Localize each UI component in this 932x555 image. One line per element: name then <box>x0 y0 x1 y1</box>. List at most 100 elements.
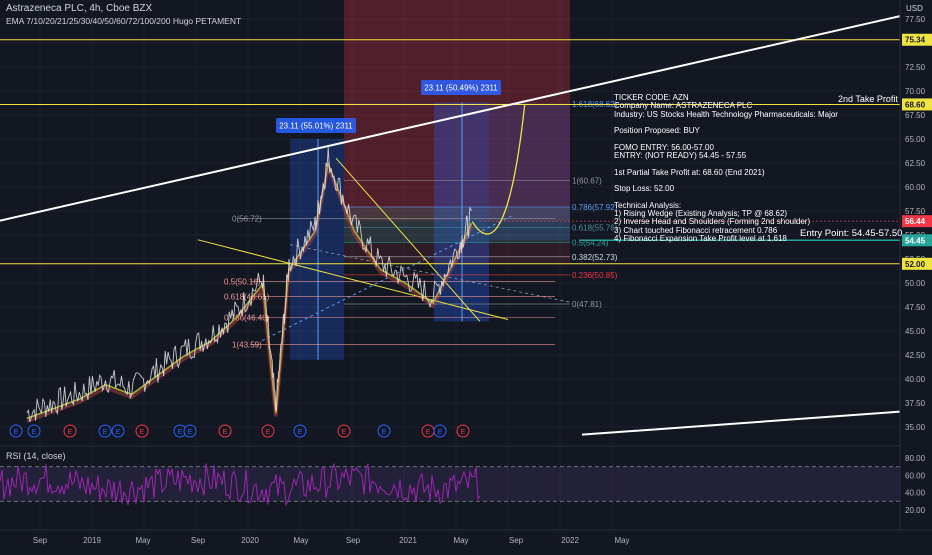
price-axis-bg <box>900 0 932 550</box>
earnings-marker <box>433 424 447 438</box>
analysis-line: 4) Fibonacci Expansion Take Profit level… <box>614 234 787 244</box>
indicator-legend: EMA 7/10/20/21/25/30/40/50/60/72/100/200… <box>6 16 242 26</box>
time-tick: Sep <box>509 536 524 545</box>
fib-right-label: 0.236(50.85) <box>572 271 618 280</box>
fib-right-label: 0.618(55.76) <box>572 224 618 233</box>
earnings-marker-letter: E <box>266 429 271 436</box>
neckline <box>261 215 513 342</box>
time-tick: 2020 <box>241 536 259 545</box>
rsi-band <box>0 466 900 502</box>
fib-right-label: 0.5(54.24) <box>572 238 609 247</box>
fib-right-label: 0.786(57.92) <box>572 203 618 212</box>
price-badge-text: 68.60 <box>905 100 926 109</box>
analysis-line: FOMO ENTRY: 56.00-57.00 <box>614 142 714 152</box>
projection-path <box>471 104 526 235</box>
analysis-line: Position Proposed: BUY <box>614 126 700 136</box>
entry-point-label: Entry Point: 54.45-57.50 <box>800 228 903 239</box>
price-badge-text: 52.00 <box>905 260 926 269</box>
earnings-marker-letter: E <box>140 429 145 436</box>
rsi-line <box>0 462 481 507</box>
price-tick: 35.00 <box>905 423 926 432</box>
earnings-marker-letter: E <box>426 429 431 436</box>
price-tick: 77.50 <box>905 15 926 24</box>
earnings-marker-letter: E <box>382 429 387 436</box>
fib-left-label: 0.618(48.61) <box>224 292 270 301</box>
take-profit-label: 2nd Take Profit <box>838 94 898 104</box>
earnings-marker <box>9 424 23 438</box>
rsi-tick: 80.00 <box>905 454 926 463</box>
price-badge <box>902 257 932 270</box>
earnings-marker <box>63 424 77 438</box>
analysis-line: Technical Analysis: <box>614 200 682 210</box>
fib-left-label: 0.5(50.16) <box>224 277 261 286</box>
price-tick: 57.50 <box>905 207 926 216</box>
fib-right-label: 1(60.67) <box>572 177 602 186</box>
stop-zone <box>344 0 570 222</box>
earnings-marker-letter: E <box>178 429 183 436</box>
earnings-marker <box>218 424 232 438</box>
price-tick: 42.50 <box>905 351 926 360</box>
earnings-marker <box>27 424 41 438</box>
earnings-marker <box>98 424 112 438</box>
price-tick: 40.00 <box>905 375 926 384</box>
analysis-line: Industry: US Stocks Health Technology Ph… <box>614 109 838 119</box>
measure-zone-left <box>290 139 344 360</box>
price-tick: 67.50 <box>905 111 926 120</box>
rsi-label: RSI (14, close) <box>6 451 66 461</box>
measure-badge-text: 23.11 (50.49%) 2311 <box>424 84 498 93</box>
long-trend-line <box>581 410 901 436</box>
currency-label: USD <box>906 4 923 13</box>
fib-left-label: 0(56.72) <box>232 214 262 223</box>
earnings-marker <box>261 424 275 438</box>
price-badge <box>902 98 932 111</box>
earnings-marker-letter: E <box>461 429 466 436</box>
fib-left-label: 0.786(46.40) <box>224 314 270 323</box>
earnings-marker-letter: E <box>438 429 443 436</box>
time-tick: 2021 <box>399 536 417 545</box>
earnings-marker-letter: E <box>14 429 19 436</box>
price-badge <box>902 215 932 228</box>
fib-right-label: 0.382(52.73) <box>572 253 618 262</box>
price-tick: 47.50 <box>905 303 926 312</box>
earnings-marker-letter: E <box>223 429 228 436</box>
earnings-marker <box>111 424 125 438</box>
time-tick: Sep <box>33 536 48 545</box>
time-tick: Sep <box>346 536 361 545</box>
earnings-marker-letter: E <box>188 429 193 436</box>
time-tick: May <box>293 536 308 545</box>
earnings-marker <box>135 424 149 438</box>
time-tick: May <box>614 536 629 545</box>
time-tick: 2022 <box>561 536 579 545</box>
analysis-text: TICKER CODE: AZN Company Name: ASTRAZENEC… <box>614 93 838 244</box>
wedge-lower <box>197 239 509 320</box>
earnings-marker <box>456 424 470 438</box>
time-tick: Sep <box>191 536 206 545</box>
ema-ribbon-red <box>26 160 474 424</box>
time-tick: May <box>453 536 468 545</box>
rising-wedge-top <box>0 15 901 222</box>
analysis-line: 1) Rising Wedge (Existing Analysis; TP @… <box>614 209 788 219</box>
rsi-tick: 20.00 <box>905 506 926 515</box>
price-tick: 70.00 <box>905 87 926 96</box>
price-badge-text: 56.44 <box>905 217 926 226</box>
symbol-title: Astrazeneca PLC, 4h, Cboe BZX <box>6 3 153 14</box>
rsi-tick: 40.00 <box>905 489 926 498</box>
price-tick: 37.50 <box>905 399 926 408</box>
price-badge <box>902 33 932 46</box>
fib-left-label: 1(43.59) <box>232 341 262 350</box>
analysis-line: Company Name: ASTRAZENECA PLC <box>614 101 753 111</box>
analysis-line: Stop Loss: 52.00 <box>614 184 675 194</box>
earnings-marker-letter: E <box>68 429 73 436</box>
fib-right-label: 0(47.81) <box>572 300 602 309</box>
time-tick: 2019 <box>83 536 101 545</box>
earnings-marker-letter: E <box>298 429 303 436</box>
earnings-marker-letter: E <box>342 429 347 436</box>
earnings-marker <box>337 424 351 438</box>
analysis-line: 3) Chart touched Fibonacci retracement 0… <box>614 225 778 235</box>
earnings-marker-letter: E <box>116 429 121 436</box>
measure-badge <box>276 118 356 133</box>
earnings-marker <box>183 424 197 438</box>
price-line <box>26 147 472 423</box>
rsi-tick: 60.00 <box>905 471 926 480</box>
